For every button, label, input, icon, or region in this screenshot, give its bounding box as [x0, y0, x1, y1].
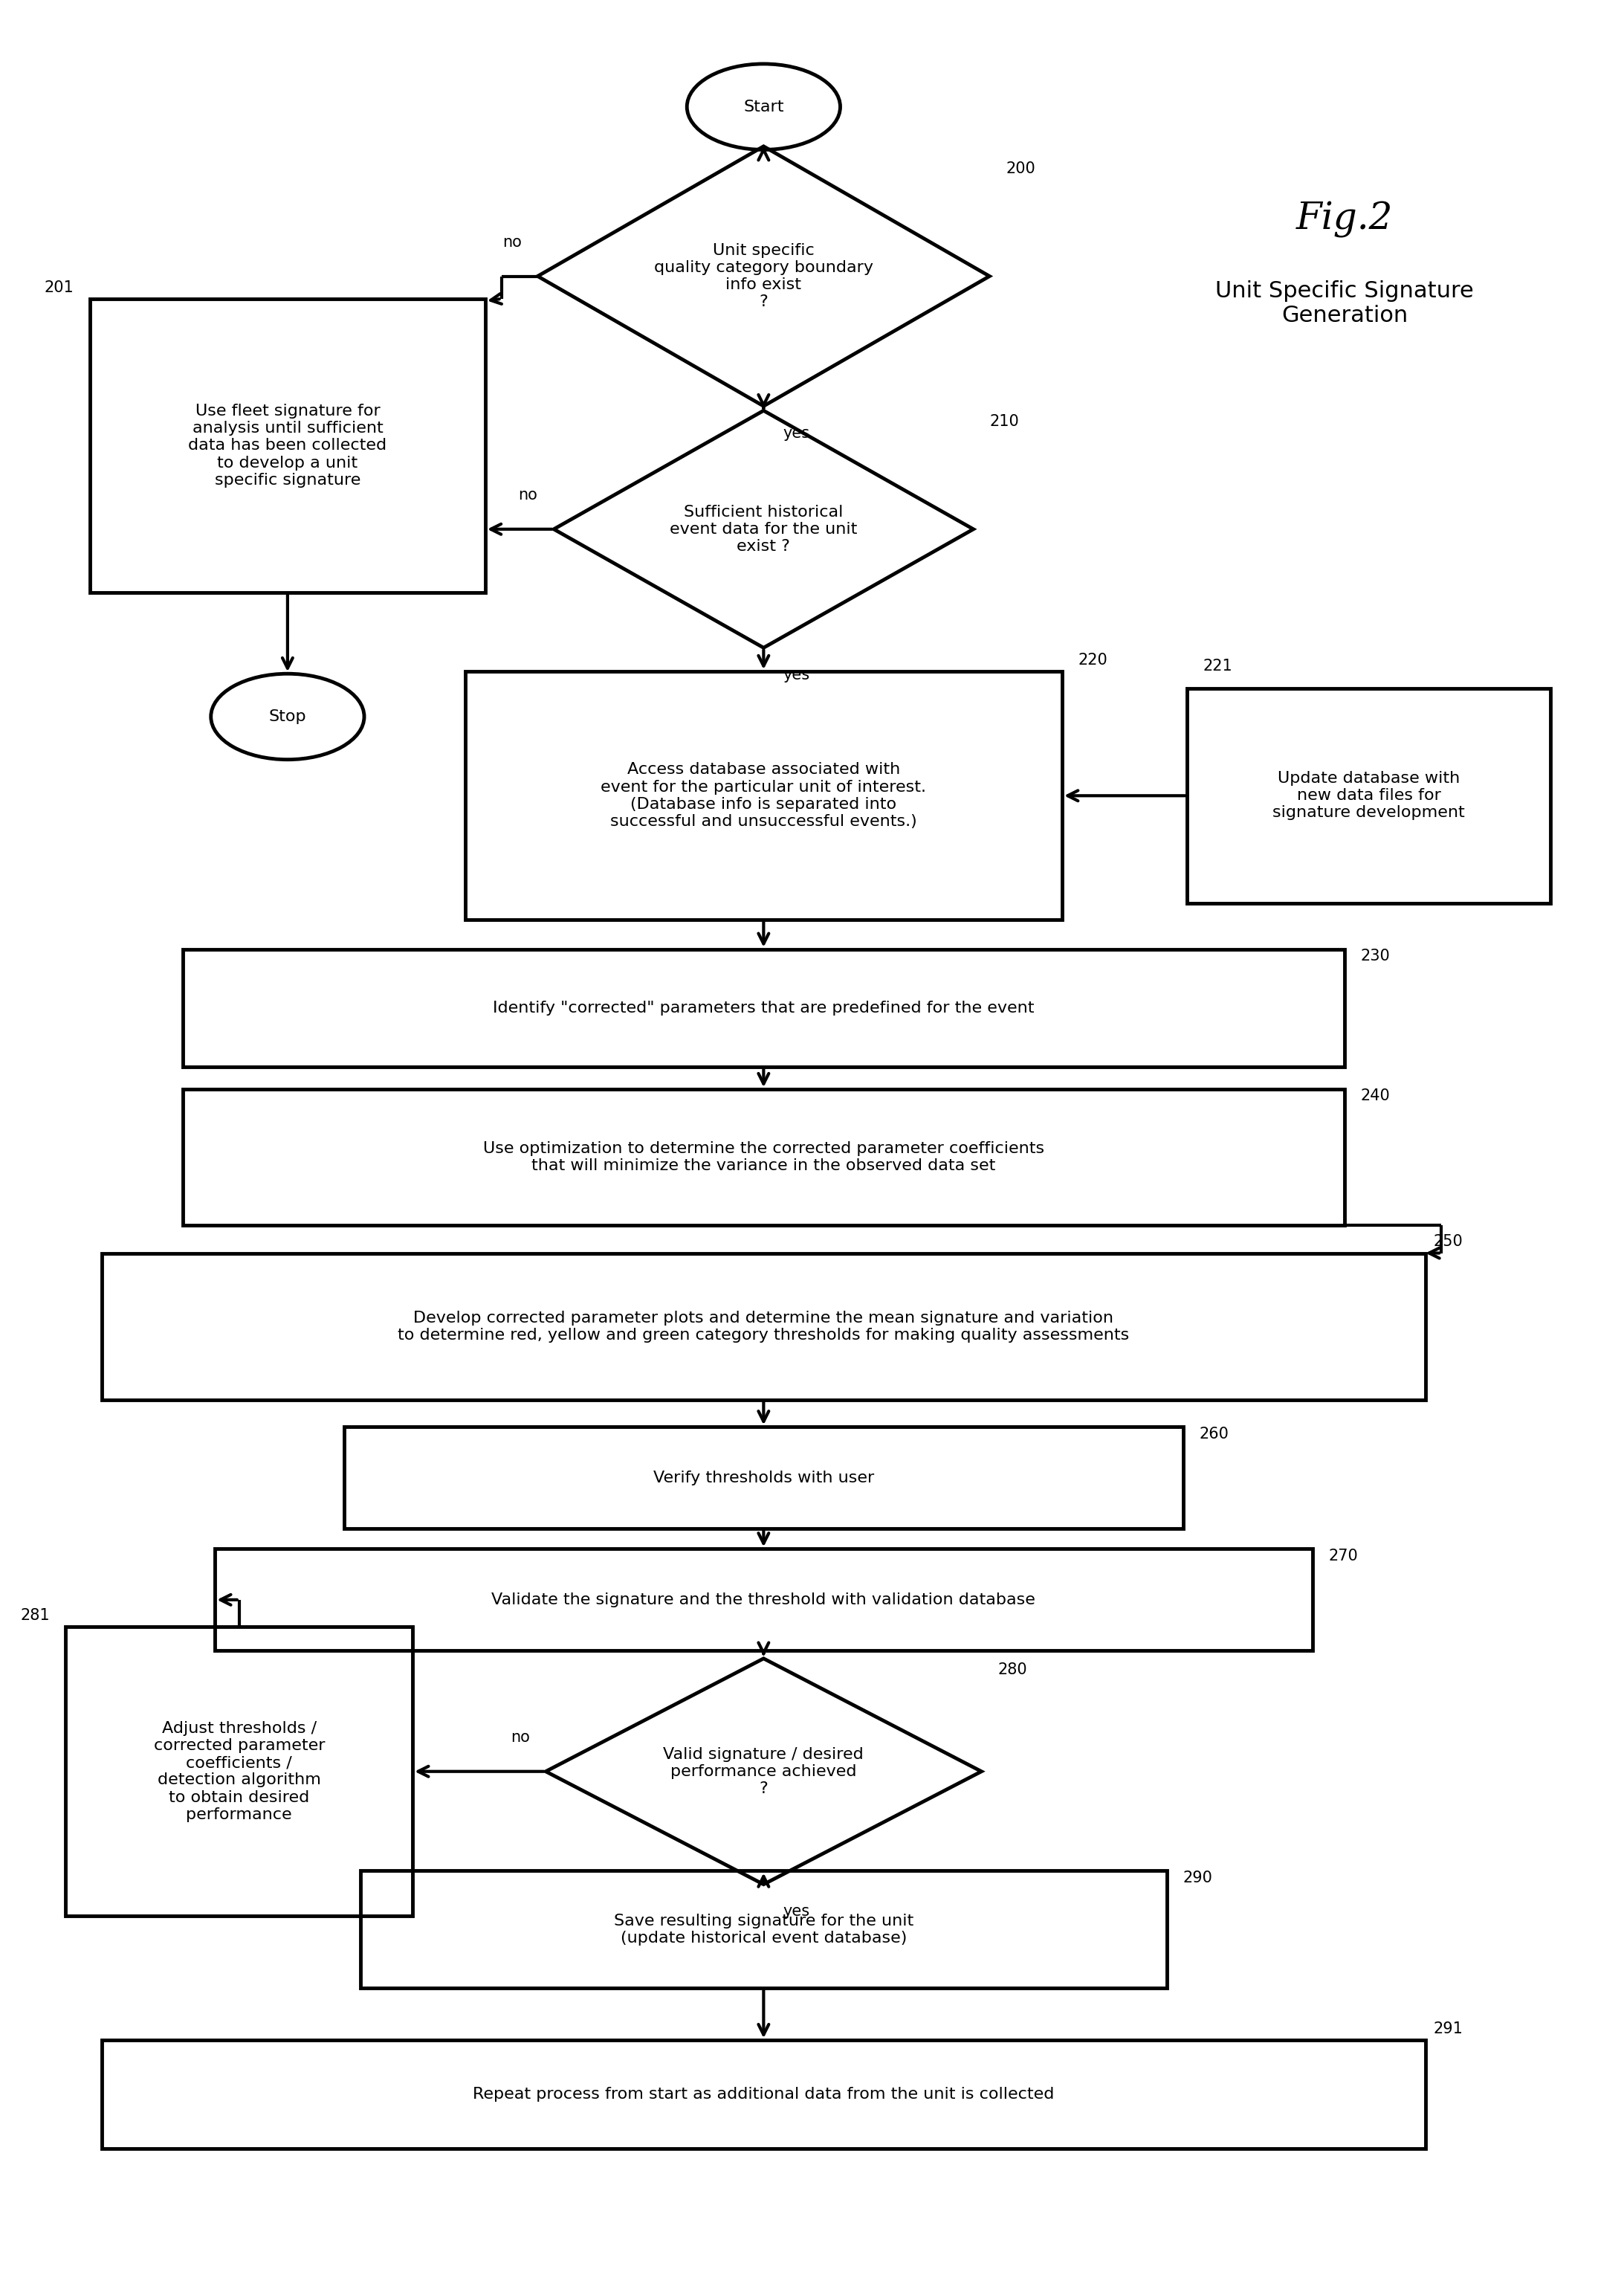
Text: Start: Start — [744, 100, 784, 113]
Text: yes: yes — [783, 427, 810, 440]
Text: 280: 280 — [997, 1663, 1026, 1677]
Text: 200: 200 — [1005, 161, 1034, 177]
Text: Access database associated with
event for the particular unit of interest.
(Data: Access database associated with event fo… — [601, 762, 926, 828]
Text: no: no — [502, 236, 521, 250]
Bar — [102, 2040, 1426, 2149]
Text: Use fleet signature for
analysis until sufficient
data has been collected
to dev: Use fleet signature for analysis until s… — [188, 404, 387, 488]
Text: Verify thresholds with user: Verify thresholds with user — [653, 1470, 874, 1486]
Text: Develop corrected parameter plots and determine the mean signature and variation: Develop corrected parameter plots and de… — [398, 1311, 1129, 1343]
Text: Valid signature / desired
performance achieved
?: Valid signature / desired performance ac… — [663, 1747, 864, 1797]
Text: 201: 201 — [44, 279, 73, 295]
Bar — [89, 300, 486, 592]
Text: Adjust thresholds /
corrected parameter
coefficients /
detection algorithm
to ob: Adjust thresholds / corrected parameter … — [154, 1720, 325, 1822]
Text: Sufficient historical
event data for the unit
exist ?: Sufficient historical event data for the… — [669, 504, 857, 554]
Text: 290: 290 — [1184, 1870, 1213, 1886]
Bar — [464, 672, 1062, 919]
Text: 281: 281 — [19, 1609, 50, 1622]
Text: Use optimization to determine the corrected parameter coefficients
that will min: Use optimization to determine the correc… — [482, 1141, 1044, 1173]
Bar — [65, 1627, 412, 1915]
Bar — [344, 1427, 1184, 1529]
Text: Fig.2: Fig.2 — [1296, 202, 1393, 238]
Text: 260: 260 — [1199, 1427, 1229, 1441]
Bar — [1187, 688, 1551, 903]
Text: no: no — [518, 488, 538, 504]
Text: 291: 291 — [1434, 2022, 1463, 2035]
Text: yes: yes — [783, 1904, 810, 1920]
Text: 220: 220 — [1078, 653, 1108, 667]
Text: Repeat process from start as additional data from the unit is collected: Repeat process from start as additional … — [473, 2087, 1054, 2101]
Bar — [182, 948, 1345, 1066]
Text: 210: 210 — [989, 415, 1018, 429]
Text: 240: 240 — [1361, 1089, 1390, 1103]
Text: Save resulting signature for the unit
(update historical event database): Save resulting signature for the unit (u… — [614, 1913, 913, 1945]
Bar — [102, 1252, 1426, 1400]
Bar — [214, 1550, 1312, 1650]
Text: no: no — [510, 1731, 529, 1745]
Text: 270: 270 — [1328, 1547, 1358, 1563]
Text: Unit Specific Signature
Generation: Unit Specific Signature Generation — [1215, 279, 1473, 327]
Text: Validate the signature and the threshold with validation database: Validate the signature and the threshold… — [492, 1593, 1036, 1606]
Text: Identify "corrected" parameters that are predefined for the event: Identify "corrected" parameters that are… — [492, 1001, 1034, 1017]
Text: Update database with
new data files for
signature development: Update database with new data files for … — [1273, 771, 1465, 821]
Bar — [361, 1872, 1168, 1988]
Text: 250: 250 — [1434, 1234, 1463, 1250]
Text: 221: 221 — [1203, 658, 1233, 674]
Text: yes: yes — [783, 667, 810, 683]
Text: Unit specific
quality category boundary
info exist
?: Unit specific quality category boundary … — [654, 243, 874, 309]
Text: Stop: Stop — [268, 710, 307, 724]
Text: 230: 230 — [1361, 948, 1390, 964]
Bar — [182, 1089, 1345, 1225]
